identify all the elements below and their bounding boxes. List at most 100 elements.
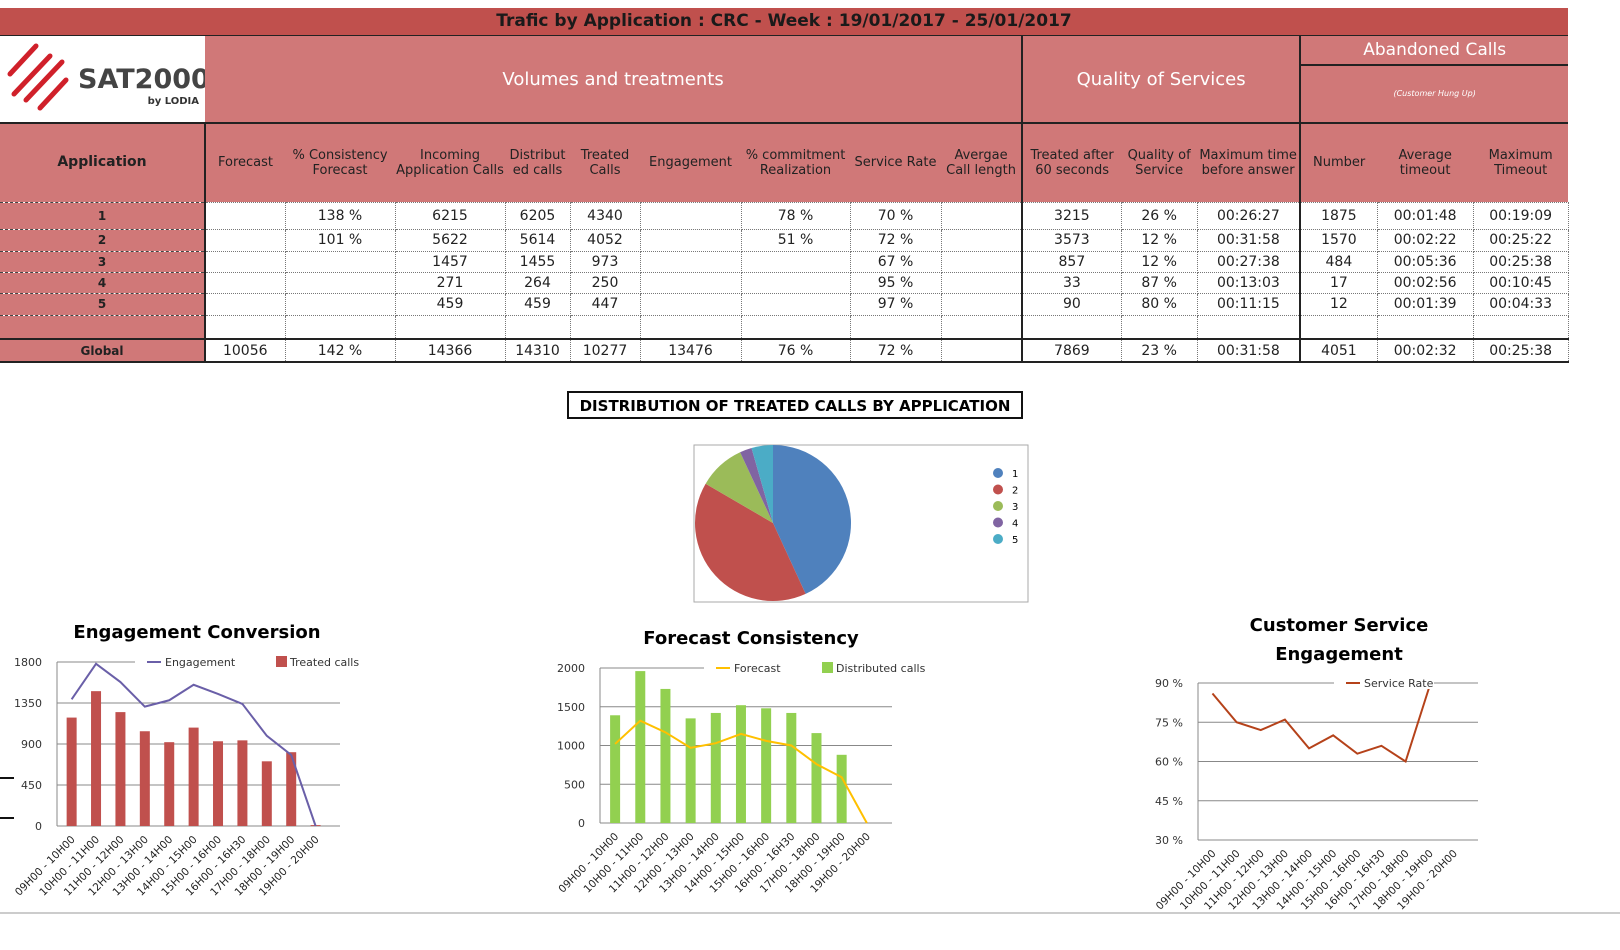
table-cell [940,201,1023,230]
engagement-chart-title: Engagement Conversion [73,622,320,643]
table-cell: 00:25:38 [1472,250,1569,273]
application-cell: 3 [0,251,205,273]
table-cell: 00:31:58 [1196,338,1301,363]
table-cell: 4051 [1299,338,1378,363]
sat2000-logo-icon: SAT2000 by LODIA [7,43,205,111]
table-cell [1196,314,1301,340]
application-cell: 5 [0,293,205,316]
table-cell: 00:25:38 [1472,338,1569,363]
table-cell: 00:25:22 [1472,228,1569,252]
bar-treated-calls [91,691,102,826]
table-cell [394,314,506,340]
bar-distributed-calls [836,754,847,823]
y-tick-label: 450 [21,779,42,792]
table-cell: 7869 [1021,338,1122,363]
table-cell: 10277 [569,338,641,363]
pie-slice-3 [705,452,773,523]
y-tick-label: 0 [35,820,42,833]
legend-label: Service Rate [1364,677,1434,690]
application-cell: Global [0,338,205,363]
table-cell: 00:19:09 [1472,201,1569,230]
table-cell: 00:01:48 [1376,201,1474,230]
table-cell [504,314,571,340]
logo: SAT2000 by LODIA [0,36,205,123]
table-row: 2 101 % 5622 5614 4052 51 % 72 % 3573 12 % 00:31:… [0,228,1569,252]
legend-label: 2 [1012,486,1018,497]
y-tick-label: 60 % [1155,756,1183,769]
service-chart-title-2: Engagement [1275,644,1403,665]
pie-title-box [567,391,1023,419]
table-cell: 87 % [1120,271,1198,294]
bar-treated-calls [286,752,297,826]
legend-label: Treated calls [289,656,359,669]
column-header: Distribut ed calls [505,122,570,202]
bar-treated-calls [213,741,224,826]
table-cell [639,201,742,230]
bar-treated-calls [115,712,126,826]
bar-treated-calls [261,761,272,826]
legend-marker [993,468,1003,478]
forecast-chart-title: Forecast Consistency [643,628,859,649]
column-header: Engagement [640,122,741,202]
table-row: 3 1457 1455 973 67 % 857 12 % 00:27:38 484 00:05:… [0,250,1569,273]
table-cell: 459 [504,292,571,316]
bar-treated-calls [139,731,150,826]
table-cell: 00:01:39 [1376,292,1474,316]
bar-distributed-calls [710,712,721,823]
table-cell: 271 [394,271,506,294]
application-cell: 1 [0,202,205,230]
legend-bg [135,655,260,668]
legend-label: 5 [1012,535,1018,546]
table-cell: 857 [1021,250,1122,273]
column-header: % Consistency Forecast [285,122,395,202]
table-cell: 10056 [204,338,286,363]
group-quality: Quality of Services [1021,36,1301,123]
y-tick-label: 1500 [557,701,585,714]
bar-treated-calls [237,740,248,826]
bar-distributed-calls [735,705,746,823]
column-header: Maximum Timeout [1473,122,1569,202]
pie-slice-2 [695,483,806,601]
bar-distributed-calls [610,715,621,823]
table-cell: 00:04:33 [1472,292,1569,316]
logo-brand: SAT2000 [78,64,205,95]
logo-sub: by LODIA [148,96,200,107]
legend-marker [822,662,833,673]
column-header: Service Rate [850,122,941,202]
bar-treated-calls [188,727,199,826]
table-cell: 00:02:32 [1376,338,1474,363]
table-row: 4 271 264 250 95 % 33 87 % 00:13:03 17 00:02:56 00… [0,271,1569,294]
y-tick-label: 30 % [1155,834,1183,847]
legend-marker [993,484,1003,495]
legend-marker [993,534,1003,544]
bar-distributed-calls [685,718,696,823]
table-cell: 23 % [1120,338,1198,363]
pie-slice-5 [751,445,773,523]
pie-slice-4 [740,448,773,523]
legend-marker [276,656,287,667]
table-cell: 447 [569,292,641,316]
service-chart-title-1: Customer Service [1250,615,1429,636]
legend-label: 1 [1012,469,1018,480]
y-tick-label: 1350 [14,697,42,710]
application-cell: 2 [0,229,205,252]
table-cell: 142 % [284,338,396,363]
column-header: Application [0,122,205,203]
table-cell: 6215 [394,201,506,230]
table-cell [849,314,942,340]
column-header: % commitment Realization [741,122,850,202]
legend-label: Distributed calls [836,662,926,675]
table-cell: 72 % [849,338,942,363]
bar-distributed-calls [660,688,671,823]
table-cell: 70 % [849,201,942,230]
column-header: Incoming Application Calls [395,122,505,202]
group-abandoned-sub: (Customer Hung Up) [1299,64,1569,123]
column-header: Maximum time before answer [1197,122,1301,202]
y-tick-label: 0 [578,817,585,830]
pie-title: DISTRIBUTION OF TREATED CALLS BY APPLICA… [580,397,1011,415]
legend-label: 4 [1012,519,1018,530]
table-cell [284,314,396,340]
